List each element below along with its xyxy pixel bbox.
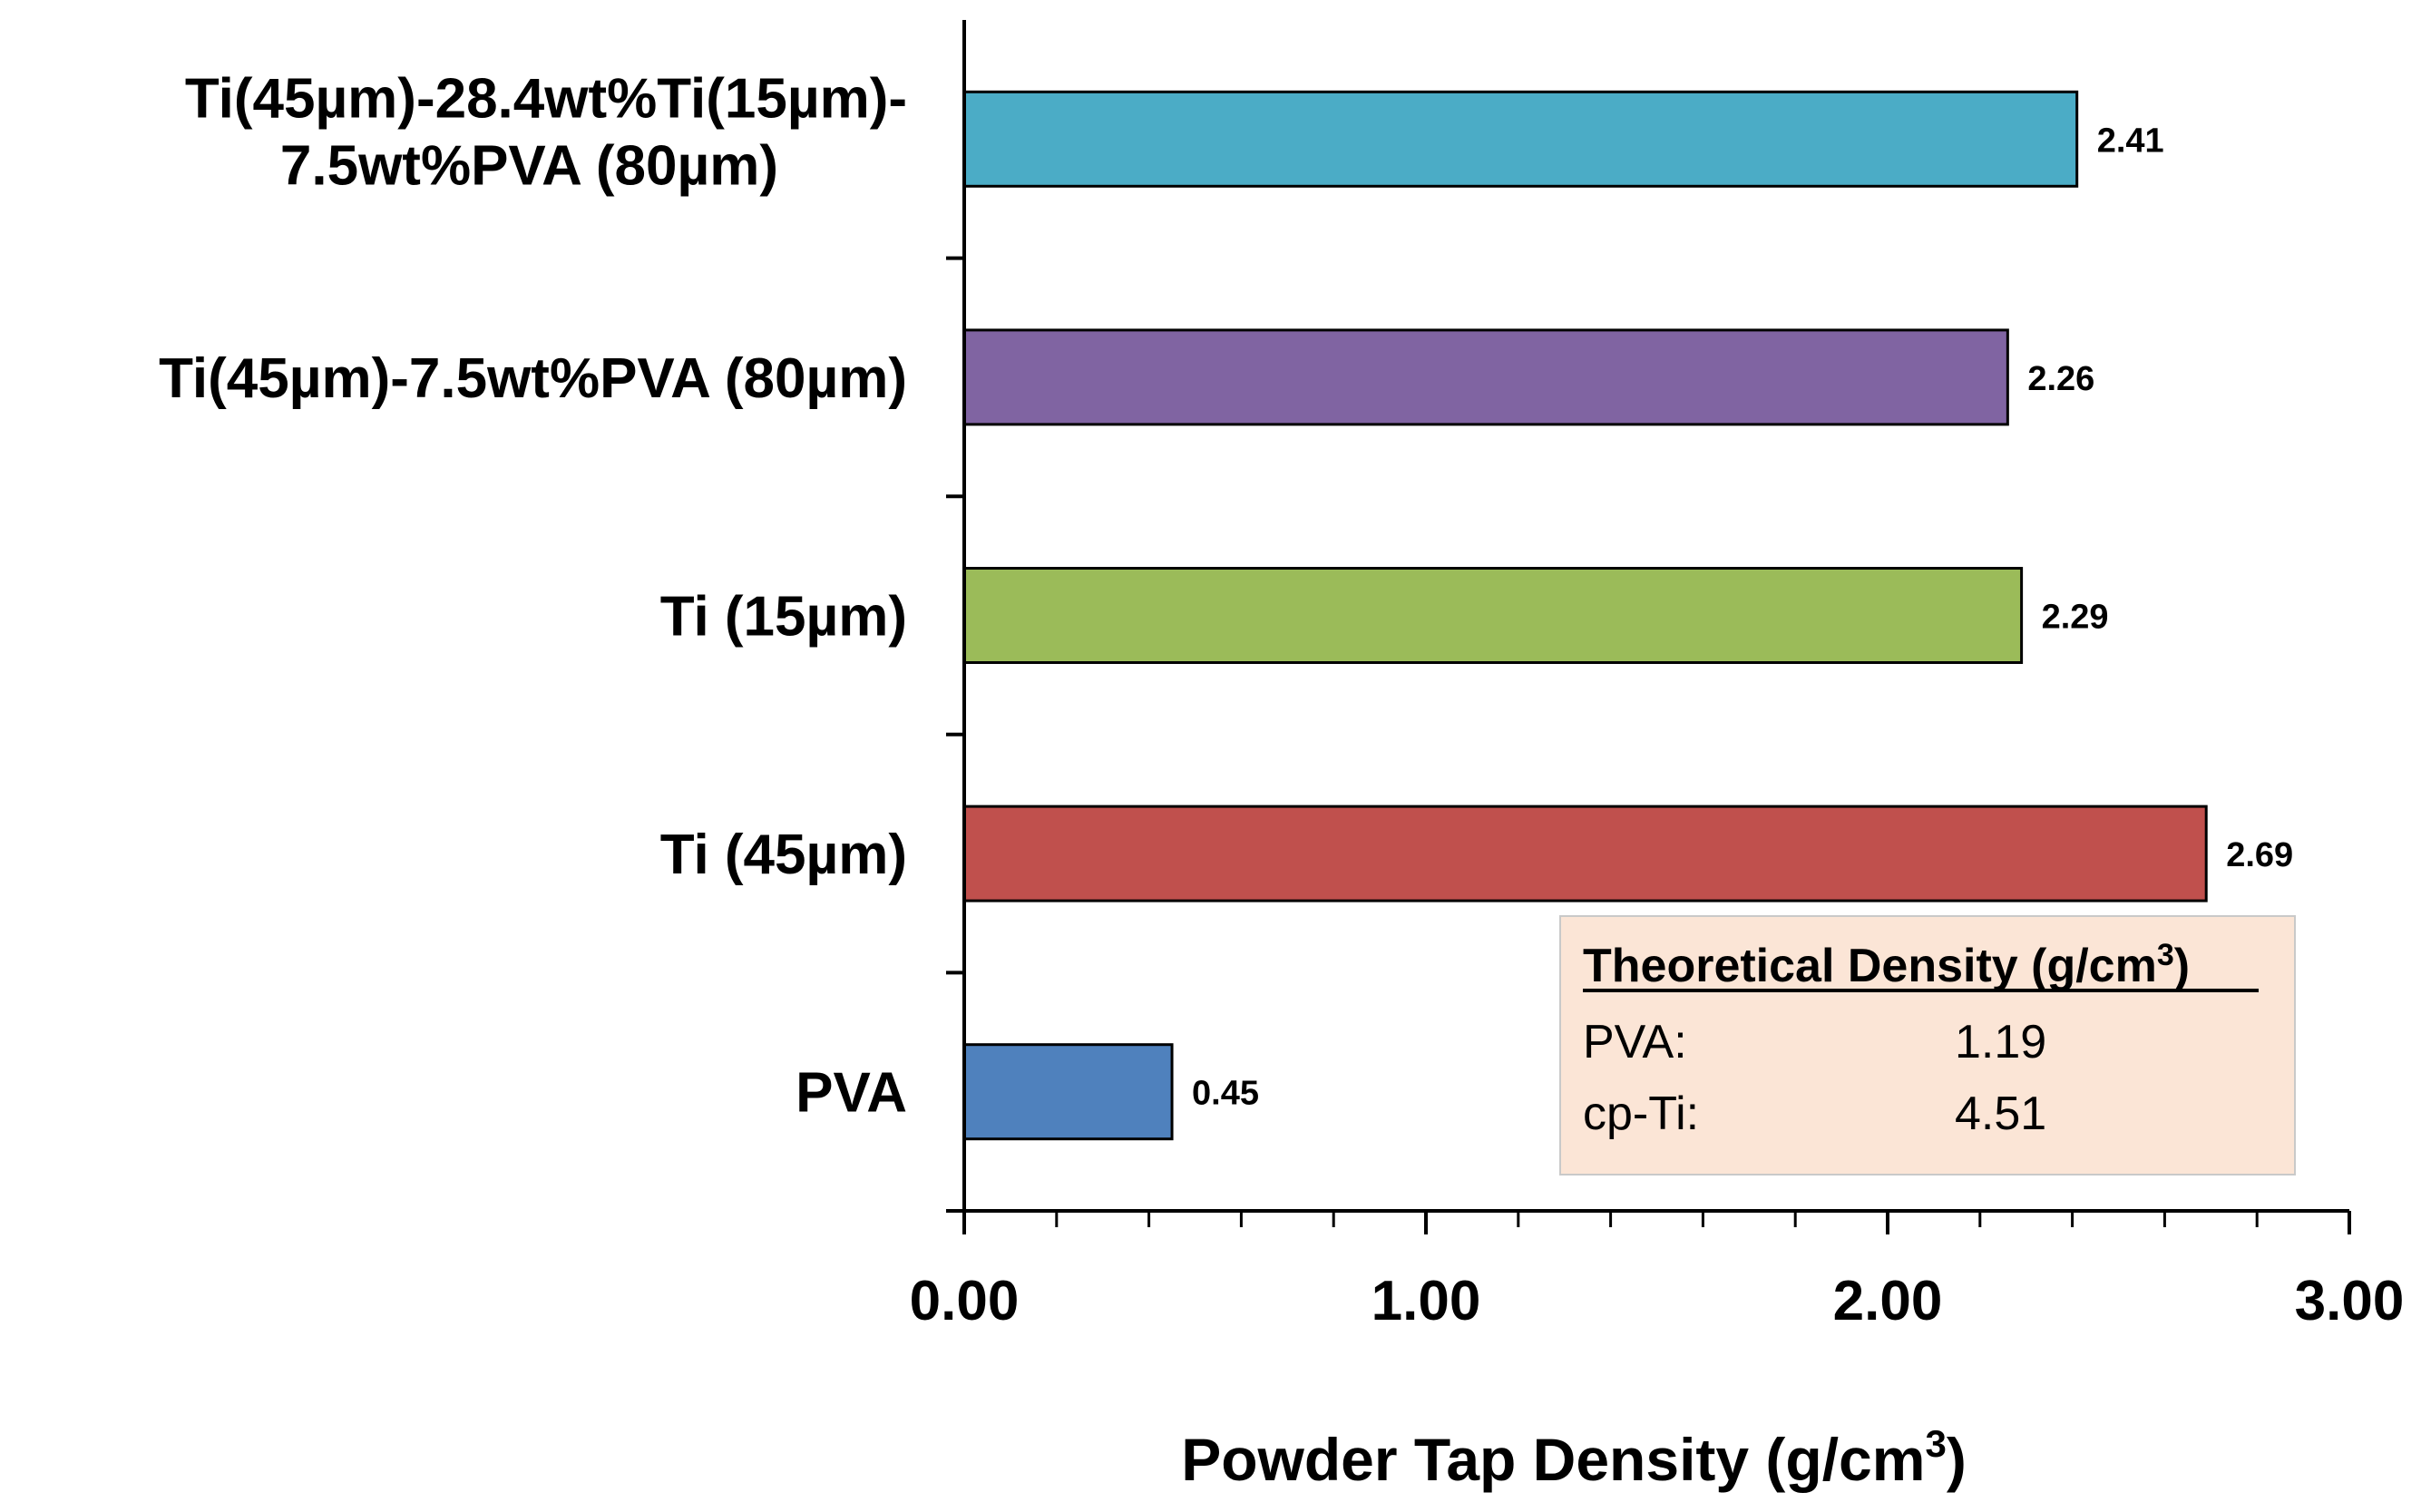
data-label-0: 2.41 [2097,122,2164,160]
theoretical-density-box: Theoretical Density (g/cm3) PVA: 1.19 cp… [1559,915,2296,1175]
x-tick-label-1: 1.00 [1372,1270,1481,1332]
info-row-pva-label: PVA: [1583,1016,1687,1068]
labels-group: 2.41 Ti(45µm)-28.4wt%Ti(15µm)-7.5wt%PVA (… [159,67,2404,1332]
bar-0 [962,90,2079,188]
x-tick-label-2: 2.00 [1833,1270,1943,1332]
axes-group [946,20,2351,1234]
bar-1 [962,328,2009,426]
x-tick-label-0: 0.00 [910,1270,1020,1332]
data-label-1: 2.26 [2027,360,2094,398]
data-label-3: 2.69 [2226,836,2293,874]
bar-2 [962,567,2024,664]
bars-group [962,90,2208,1141]
info-row-pva-value: 1.19 [1955,1016,2046,1068]
category-label-4: PVA [796,1062,907,1125]
category-label-0-line1: Ti(45µm)-28.4wt%Ti(15µm)- [185,67,907,130]
category-label-3: Ti (45µm) [660,824,907,886]
category-label-1: Ti(45µm)-7.5wt%PVA (80µm) [159,347,907,410]
x-axis-label: Powder Tap Density (g/cm3) [1181,1422,1967,1493]
bar-4 [962,1043,1174,1141]
info-box-title: Theoretical Density (g/cm3) [1583,938,2190,992]
info-row-cpti-value: 4.51 [1955,1088,2046,1140]
info-box-background [1559,915,2296,1175]
data-label-2: 2.29 [2042,599,2109,637]
category-label-2: Ti (15µm) [660,586,907,649]
data-label-4: 0.45 [1192,1075,1259,1113]
x-tick-label-3: 3.00 [2295,1270,2405,1332]
category-label-0-line2: 7.5wt%PVA (80µm) [280,134,778,197]
bar-3 [962,805,2208,902]
info-row-cpti-label: cp-Ti: [1583,1088,1699,1140]
